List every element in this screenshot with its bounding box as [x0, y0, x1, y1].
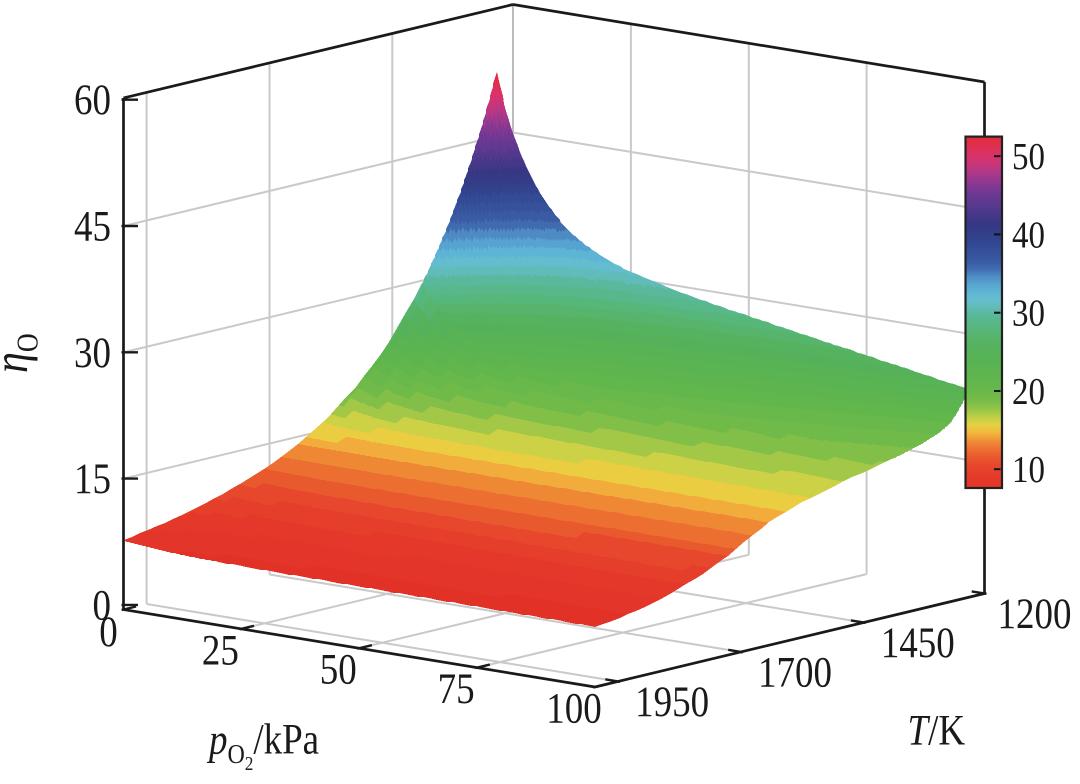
svg-text:pO2/kPa: pO2/kPa — [206, 715, 319, 774]
svg-text:1700: 1700 — [758, 648, 832, 696]
svg-text:30: 30 — [1012, 291, 1045, 334]
svg-text:100: 100 — [546, 684, 601, 732]
svg-text:1950: 1950 — [635, 677, 709, 725]
svg-text:1200: 1200 — [998, 589, 1072, 637]
svg-text:30: 30 — [74, 328, 111, 376]
svg-text:0: 0 — [99, 607, 117, 655]
svg-text:0: 0 — [93, 581, 111, 629]
svg-text:ηO: ηO — [0, 333, 45, 373]
svg-text:40: 40 — [1012, 213, 1045, 256]
svg-text:10: 10 — [1012, 448, 1045, 491]
svg-text:50: 50 — [1012, 135, 1045, 178]
svg-text:50: 50 — [320, 645, 357, 693]
svg-text:1450: 1450 — [881, 618, 955, 666]
svg-text:75: 75 — [438, 664, 475, 712]
svg-text:T/K: T/K — [908, 706, 966, 754]
svg-text:20: 20 — [1012, 370, 1045, 413]
svg-text:45: 45 — [74, 202, 111, 250]
svg-text:60: 60 — [74, 76, 111, 124]
svg-text:25: 25 — [202, 626, 239, 674]
svg-text:15: 15 — [74, 454, 111, 502]
